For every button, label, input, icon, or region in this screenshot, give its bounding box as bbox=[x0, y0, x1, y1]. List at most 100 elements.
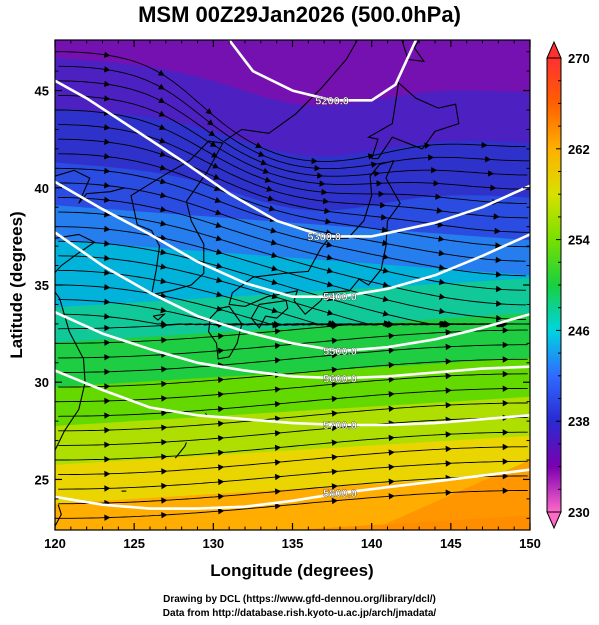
streamline-arrow bbox=[494, 227, 501, 235]
streamline-arrow bbox=[207, 119, 214, 126]
coastline-segment bbox=[401, 40, 426, 63]
streamline-arrow bbox=[502, 356, 509, 363]
streamline-arrow bbox=[160, 248, 167, 256]
contour-label: 5800.0 bbox=[323, 488, 357, 500]
streamline bbox=[58, 124, 529, 219]
streamline-arrow bbox=[104, 427, 111, 434]
streamline-arrow bbox=[331, 424, 338, 432]
streamline-arrow bbox=[274, 430, 282, 437]
colorbar-tick-label: 254 bbox=[568, 233, 590, 248]
streamline-arrow bbox=[104, 225, 111, 233]
colorbar-ticks: 230 238 246 254 262 270 bbox=[556, 51, 590, 520]
streamline-arrow bbox=[161, 380, 168, 388]
streamline-arrow bbox=[216, 276, 223, 283]
streamline-arrow bbox=[255, 142, 262, 149]
streamline-arrow bbox=[496, 300, 503, 307]
streamline-arrow bbox=[218, 508, 225, 515]
streamline-arrow bbox=[104, 182, 111, 189]
streamline-arrow bbox=[388, 493, 395, 500]
streamline bbox=[58, 109, 527, 204]
streamline-arrow bbox=[161, 439, 168, 446]
streamline-arrow bbox=[324, 207, 331, 214]
streamline-arrow bbox=[104, 470, 111, 478]
streamline-arrow bbox=[158, 110, 166, 117]
streamline-arrow bbox=[382, 295, 390, 303]
streamline-arrow bbox=[331, 381, 338, 388]
coastline-segment bbox=[152, 313, 167, 321]
colorbar-tick-label: 246 bbox=[568, 323, 590, 338]
streamline-arrow bbox=[314, 164, 321, 172]
field-band bbox=[55, 40, 530, 106]
streamline-arrow bbox=[382, 281, 390, 288]
streamline-arrow bbox=[158, 124, 166, 130]
contour-5200.0: 5200.0 bbox=[228, 40, 418, 107]
y-tick-label: 35 bbox=[35, 278, 49, 293]
streamline-arrow bbox=[157, 69, 165, 76]
streamline-arrow bbox=[104, 485, 111, 492]
streamline-arrow bbox=[103, 95, 111, 102]
streamline-arrow bbox=[104, 514, 111, 521]
streamline-arrow bbox=[373, 170, 381, 177]
streamline-arrow bbox=[274, 342, 282, 350]
streamline bbox=[58, 65, 530, 170]
streamline-arrow bbox=[331, 337, 338, 344]
streamline-arrow bbox=[445, 358, 452, 365]
contour-line bbox=[228, 40, 418, 102]
streamline-arrow bbox=[104, 240, 111, 247]
streamline-arrow bbox=[158, 97, 166, 103]
streamline-arrow bbox=[161, 409, 168, 417]
streamline-arrow bbox=[215, 209, 222, 216]
streamline-arrow bbox=[321, 188, 328, 196]
streamline-arrow bbox=[161, 453, 168, 460]
coastline-segment bbox=[224, 40, 358, 142]
coastline-segment bbox=[55, 169, 125, 204]
contour-line bbox=[55, 180, 530, 298]
streamline-arrow bbox=[326, 309, 334, 316]
streamline-arrow bbox=[274, 386, 282, 393]
streamline-arrow bbox=[424, 142, 431, 149]
streamline-arrow bbox=[381, 226, 389, 233]
streamline-arrow bbox=[502, 370, 509, 378]
streamline-arrow bbox=[104, 412, 111, 419]
streamline-arrow bbox=[326, 254, 334, 261]
streamline-arrow bbox=[211, 151, 218, 158]
streamline-arrow bbox=[388, 376, 395, 383]
streamline-arrow bbox=[490, 184, 497, 191]
streamline-arrow bbox=[274, 459, 282, 466]
streamline-arrow bbox=[326, 281, 334, 288]
streamline-arrow bbox=[104, 269, 111, 276]
streamline-arrow bbox=[502, 400, 509, 407]
streamline-arrow bbox=[331, 497, 338, 505]
streamline-arrow bbox=[270, 227, 277, 234]
streamline-arrow bbox=[438, 264, 446, 271]
streamline-arrow bbox=[161, 337, 168, 344]
streamline-arrow bbox=[159, 137, 166, 144]
streamline-arrow bbox=[104, 324, 111, 332]
coastline-segment bbox=[228, 160, 401, 315]
streamline-arrow bbox=[331, 483, 338, 490]
streamline-arrow bbox=[331, 395, 338, 403]
streamline-arrow bbox=[502, 327, 509, 334]
colorbar-tick-label: 262 bbox=[568, 142, 590, 157]
streamline-arrow bbox=[160, 192, 167, 199]
streamline-arrow bbox=[218, 391, 225, 398]
streamline-arrow bbox=[260, 159, 268, 166]
streamline-arrow bbox=[271, 279, 279, 286]
streamline-arrow bbox=[438, 278, 446, 286]
streamline-arrow bbox=[388, 463, 395, 471]
streamline-arrow bbox=[438, 235, 445, 242]
streamline-arrow bbox=[481, 141, 488, 149]
streamline-arrow bbox=[378, 190, 385, 198]
streamline-arrow bbox=[485, 156, 492, 163]
streamline-arrow bbox=[502, 443, 509, 451]
streamline-arrow bbox=[495, 242, 502, 249]
streamline-arrow bbox=[160, 206, 167, 213]
streamline-arrow bbox=[274, 444, 282, 452]
y-tick-label: 30 bbox=[35, 375, 49, 390]
wind-streamlines bbox=[58, 51, 530, 521]
streamline-arrow bbox=[502, 487, 509, 494]
streamline-arrow bbox=[388, 361, 395, 369]
streamline-arrow bbox=[382, 239, 389, 247]
streamline-arrow bbox=[326, 267, 334, 274]
